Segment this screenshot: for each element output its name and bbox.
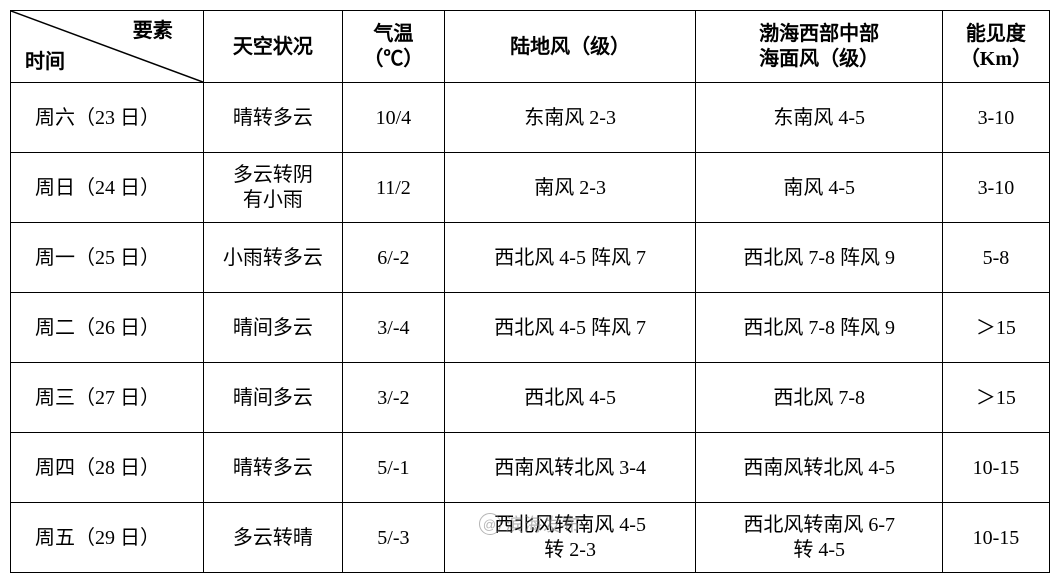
cell-visibility: 10-15 (942, 433, 1049, 503)
cell-time: 周一（25 日） (11, 223, 204, 293)
header-sea-wind: 渤海西部中部 海面风（级） (696, 11, 942, 83)
header-land-wind: 陆地风（级） (444, 11, 696, 83)
header-vis-line2: （Km） (947, 47, 1045, 72)
cell-visibility: ＞15 (942, 293, 1049, 363)
cell-time: 周五（29 日） (11, 503, 204, 573)
header-sea-line2: 海面风（级） (700, 47, 937, 72)
cell-time: 周三（27 日） (11, 363, 204, 433)
table-row: 周一（25 日） 小雨转多云 6/-2 西北风 4-5 阵风 7 西北风 7-8… (11, 223, 1050, 293)
cell-sky: 晴转多云 (203, 433, 342, 503)
header-visibility: 能见度 （Km） (942, 11, 1049, 83)
cell-sea-wind: 南风 4-5 (696, 153, 942, 223)
cell-sky-line2: 有小雨 (208, 188, 338, 213)
cell-sea-wind: 西北风转南风 6-7 转 4-5 (696, 503, 942, 573)
cell-land-wind: 东南风 2-3 (444, 83, 696, 153)
cell-temp: 5/-1 (343, 433, 445, 503)
table-row: 周五（29 日） 多云转晴 5/-3 西北风转南风 4-5 转 2-3 西北风转… (11, 503, 1050, 573)
header-vis-line1: 能见度 (947, 22, 1045, 47)
forecast-table: 要素 时间 天空状况 气温 （℃） 陆地风（级） 渤海西部中部 海面风（级） 能… (10, 10, 1050, 573)
cell-sky: 多云转晴 (203, 503, 342, 573)
cell-temp: 3/-4 (343, 293, 445, 363)
header-temp-line2: （℃） (347, 47, 440, 72)
forecast-table-wrapper: 要素 时间 天空状况 气温 （℃） 陆地风（级） 渤海西部中部 海面风（级） 能… (10, 10, 1050, 573)
cell-sea-line1: 西北风转南风 6-7 (700, 513, 937, 538)
header-row: 要素 时间 天空状况 气温 （℃） 陆地风（级） 渤海西部中部 海面风（级） 能… (11, 11, 1050, 83)
cell-land-wind: 西北风 4-5 (444, 363, 696, 433)
cell-temp: 3/-2 (343, 363, 445, 433)
header-sky: 天空状况 (203, 11, 342, 83)
cell-time: 周二（26 日） (11, 293, 204, 363)
cell-visibility: ＞15 (942, 363, 1049, 433)
header-sea-line1: 渤海西部中部 (700, 22, 937, 47)
cell-sky: 晴转多云 (203, 83, 342, 153)
table-row: 周二（26 日） 晴间多云 3/-4 西北风 4-5 阵风 7 西北风 7-8 … (11, 293, 1050, 363)
header-temp: 气温 （℃） (343, 11, 445, 83)
cell-visibility: 3-10 (942, 83, 1049, 153)
cell-sky: 多云转阴 有小雨 (203, 153, 342, 223)
cell-visibility: 3-10 (942, 153, 1049, 223)
cell-temp: 11/2 (343, 153, 445, 223)
table-row: 周三（27 日） 晴间多云 3/-2 西北风 4-5 西北风 7-8 ＞15 (11, 363, 1050, 433)
cell-sky: 小雨转多云 (203, 223, 342, 293)
cell-visibility: 5-8 (942, 223, 1049, 293)
header-diagonal-cell: 要素 时间 (11, 11, 204, 83)
cell-temp: 5/-3 (343, 503, 445, 573)
cell-temp: 10/4 (343, 83, 445, 153)
header-time-label: 时间 (25, 48, 65, 76)
cell-sky: 晴间多云 (203, 363, 342, 433)
cell-sky-line1: 多云转阴 (208, 163, 338, 188)
cell-land-line2: 转 2-3 (449, 538, 692, 563)
cell-land-wind: 西北风转南风 4-5 转 2-3 (444, 503, 696, 573)
cell-sea-wind: 西北风 7-8 阵风 9 (696, 223, 942, 293)
cell-land-line1: 西北风转南风 4-5 (449, 513, 692, 538)
cell-land-wind: 西南风转北风 3-4 (444, 433, 696, 503)
cell-sea-line2: 转 4-5 (700, 538, 937, 563)
header-temp-line1: 气温 (347, 22, 440, 47)
cell-sea-wind: 西北风 7-8 阵风 9 (696, 293, 942, 363)
cell-visibility: 10-15 (942, 503, 1049, 573)
cell-time: 周日（24 日） (11, 153, 204, 223)
cell-sea-wind: 西北风 7-8 (696, 363, 942, 433)
cell-land-wind: 西北风 4-5 阵风 7 (444, 223, 696, 293)
cell-land-wind: 西北风 4-5 阵风 7 (444, 293, 696, 363)
header-element-label: 要素 (133, 17, 173, 45)
cell-sky: 晴间多云 (203, 293, 342, 363)
cell-time: 周六（23 日） (11, 83, 204, 153)
table-row: 周六（23 日） 晴转多云 10/4 东南风 2-3 东南风 4-5 3-10 (11, 83, 1050, 153)
cell-time: 周四（28 日） (11, 433, 204, 503)
cell-temp: 6/-2 (343, 223, 445, 293)
cell-sea-wind: 西南风转北风 4-5 (696, 433, 942, 503)
table-row: 周日（24 日） 多云转阴 有小雨 11/2 南风 2-3 南风 4-5 3-1… (11, 153, 1050, 223)
cell-land-wind: 南风 2-3 (444, 153, 696, 223)
cell-sea-wind: 东南风 4-5 (696, 83, 942, 153)
table-row: 周四（28 日） 晴转多云 5/-1 西南风转北风 3-4 西南风转北风 4-5… (11, 433, 1050, 503)
